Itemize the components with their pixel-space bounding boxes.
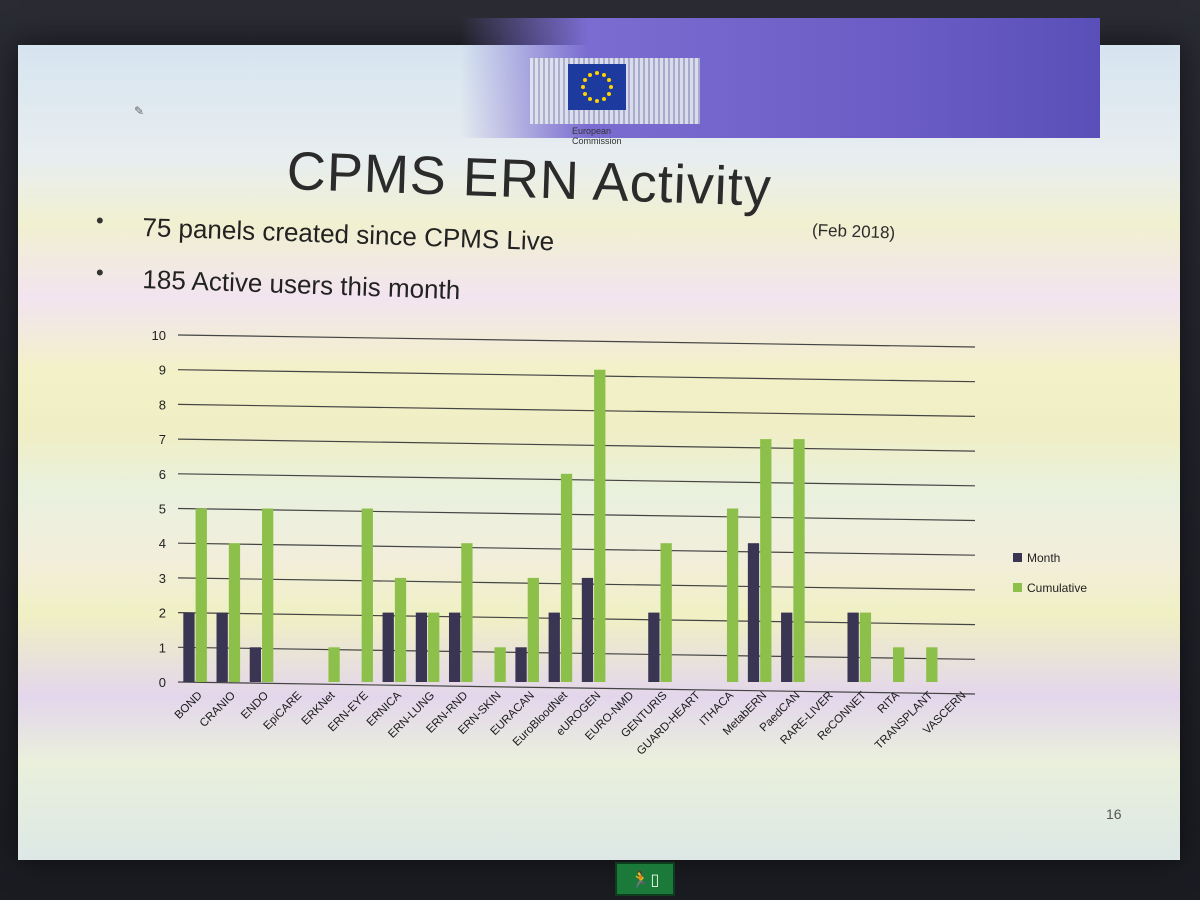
bar-month (581, 577, 594, 682)
gridline (177, 681, 976, 695)
bar-cumulative (892, 647, 905, 682)
gridline (177, 403, 976, 417)
bar-month (382, 612, 394, 682)
bar-cumulative (195, 508, 207, 682)
bar-month (515, 647, 527, 682)
pencil-icon: ✎ (134, 104, 145, 118)
eu-flag-icon (568, 64, 626, 110)
bar-month (216, 612, 228, 682)
y-tick-label: 3 (159, 571, 166, 586)
org-name: European Commission (572, 126, 622, 146)
gridline (177, 369, 976, 383)
bar-cumulative (228, 543, 241, 682)
bar-cumulative (361, 508, 373, 682)
bar-cumulative (726, 508, 739, 682)
bar-month (448, 612, 461, 682)
bar-month (183, 612, 195, 682)
bar-month (847, 612, 859, 682)
gridline (177, 612, 976, 626)
x-tick-label: TRANSPLANT (873, 690, 935, 752)
bar-cumulative (793, 439, 805, 682)
legend-swatch (1013, 583, 1022, 592)
x-tick-label: ENDO (239, 690, 271, 722)
bar-month (747, 543, 760, 682)
bar-month (548, 612, 560, 682)
org-name-line2: Commission (572, 136, 622, 146)
bullet-marker: • (96, 260, 104, 285)
bar-cumulative (859, 612, 872, 682)
bar-cumulative (494, 647, 506, 682)
y-tick-label: 6 (159, 467, 166, 482)
bar-cumulative (428, 612, 440, 682)
bar-cumulative (527, 577, 539, 682)
gridline (177, 334, 976, 348)
bar-cumulative (760, 439, 772, 682)
y-tick-label: 4 (159, 536, 166, 551)
gridline (177, 473, 976, 487)
bar-month (648, 612, 660, 682)
legend-swatch (1013, 553, 1022, 562)
bar-cumulative (394, 577, 407, 682)
chart-bars (183, 369, 938, 682)
x-tick-label: CRANIO (198, 690, 238, 730)
y-tick-label: 7 (159, 432, 166, 447)
y-tick-label: 9 (159, 363, 166, 378)
x-tick-label: BOND (173, 690, 205, 722)
legend-label: Cumulative (1027, 581, 1087, 595)
bar-cumulative (660, 543, 672, 682)
bar-month (781, 612, 793, 682)
y-tick-label: 1 (159, 640, 166, 655)
legend-label: Month (1027, 551, 1060, 565)
bullet-marker: • (96, 208, 104, 233)
y-tick-label: 5 (159, 502, 166, 517)
bar-cumulative (926, 647, 938, 682)
page-number: 16 (1106, 806, 1122, 822)
y-tick-label: 8 (159, 397, 166, 412)
gridline (177, 438, 976, 452)
y-tick-label: 2 (159, 606, 166, 621)
chart-gridlines (177, 334, 976, 695)
european-commission-logo: European Commission (530, 58, 700, 156)
y-tick-label: 0 (159, 675, 166, 690)
gridline (177, 542, 976, 556)
gridline (177, 507, 976, 522)
bar-month (415, 612, 428, 682)
bar-cumulative (262, 508, 274, 682)
bar-cumulative (560, 473, 573, 682)
svg-text:🏃▯: 🏃▯ (631, 870, 660, 889)
bar-cumulative (594, 369, 606, 682)
gridline (177, 646, 976, 660)
y-axis-ticks: 0 1 2 3 4 5 6 7 8 9 10 (152, 328, 166, 690)
gridline (177, 577, 976, 591)
chart-legend: Month Cumulative (1013, 551, 1087, 595)
org-name-line1: European (572, 126, 612, 136)
bar-month (249, 647, 262, 682)
x-tick-label: GUARD-HEART (635, 690, 703, 758)
bar-cumulative (461, 543, 473, 682)
bar-cumulative (328, 647, 340, 682)
exit-sign-icon: 🏃▯ (615, 862, 675, 896)
y-tick-label: 10 (152, 328, 166, 343)
